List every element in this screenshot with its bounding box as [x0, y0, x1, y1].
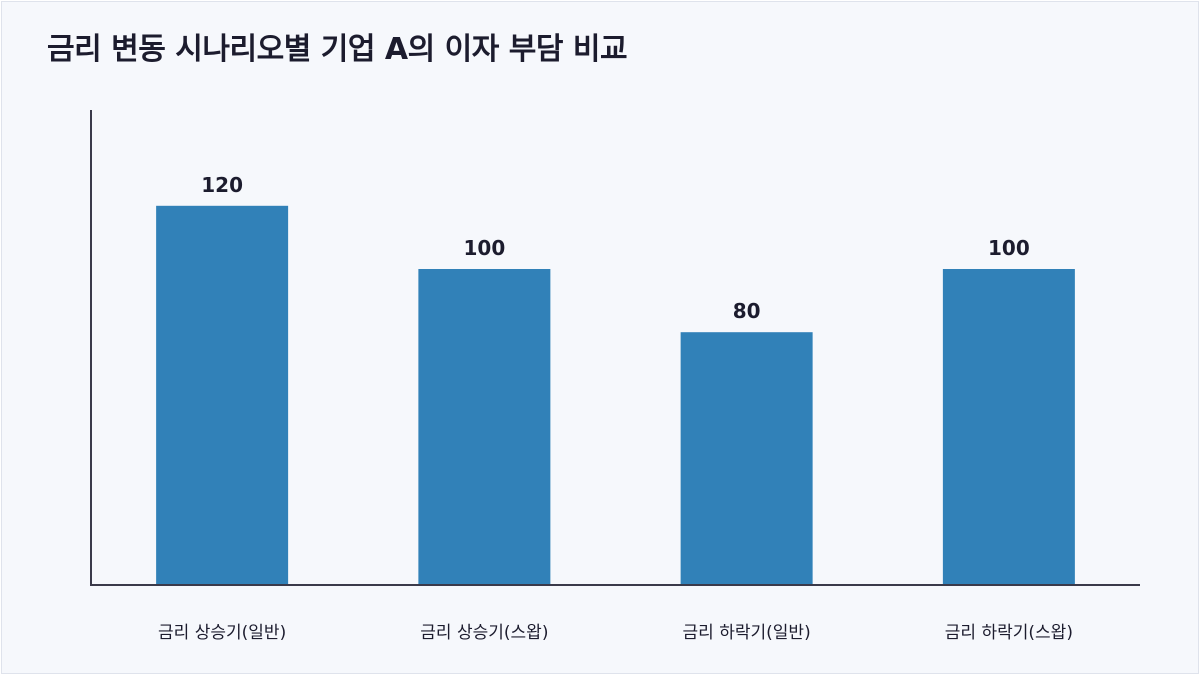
- bar: [418, 269, 551, 585]
- bar-value-label: 80: [733, 299, 761, 323]
- bars-layer: [156, 205, 1075, 586]
- x-tick-labels-layer: 금리 상승기(일반) 금리 상승기(스왑) 금리 하락기(일반) 금리 하락기(스왑): [158, 623, 1073, 643]
- x-tick-label: 금리 상승기(일반): [158, 623, 286, 643]
- bar: [680, 332, 813, 585]
- bar: [942, 269, 1075, 585]
- bar: [156, 205, 289, 586]
- x-tick-label: 금리 하락기(일반): [683, 623, 811, 643]
- bar-value-label: 120: [201, 173, 243, 197]
- bar-value-label: 100: [464, 236, 506, 260]
- bar-value-label: 100: [988, 236, 1030, 260]
- chart-title: 금리 변동 시나리오별 기업 A의 이자 부담 비교: [47, 32, 628, 67]
- value-labels-layer: 120 100 80 100: [201, 173, 1030, 323]
- x-tick-label: 금리 하락기(스왑): [945, 623, 1073, 643]
- x-tick-label: 금리 상승기(스왑): [420, 623, 548, 643]
